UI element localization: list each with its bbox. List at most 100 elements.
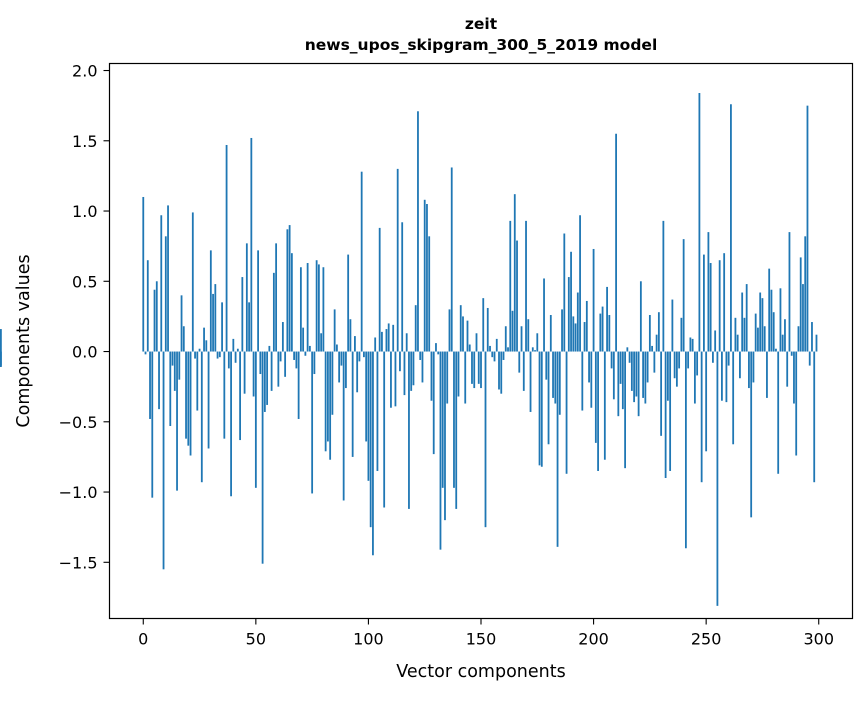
- bar-component-222: [642, 351, 645, 398]
- bar-component-11: [167, 205, 169, 352]
- bar-component-252: [709, 263, 712, 352]
- bar-component-98: [363, 351, 365, 358]
- bar-component-183: [554, 351, 557, 404]
- bar-component-47: [248, 302, 250, 352]
- bar-component-189: [567, 277, 570, 352]
- bar-component-245: [693, 351, 696, 404]
- bar-component-212: [619, 351, 622, 384]
- bar-component-15: [176, 351, 178, 491]
- bar-component-170: [525, 220, 527, 352]
- bar-component-78: [317, 264, 320, 352]
- bar-component-154: [489, 345, 491, 352]
- bar-component-134: [444, 351, 446, 521]
- bar-component-240: [682, 239, 685, 352]
- bar-component-54: [263, 351, 266, 412]
- bar-component-7: [158, 351, 160, 410]
- bar-component-139: [455, 351, 458, 509]
- bar-component-243: [689, 337, 692, 352]
- bar-component-211: [617, 351, 620, 417]
- x-tick-label-0: 0: [138, 630, 148, 649]
- bar-component-286: [786, 351, 789, 387]
- bar-component-205: [603, 351, 606, 460]
- bar-component-56: [268, 345, 271, 352]
- bar-component-39: [230, 351, 232, 497]
- bar-component-111: [392, 324, 395, 352]
- plot-frame: [108, 62, 854, 620]
- bar-component-118: [408, 351, 410, 509]
- bar-component-undefined: [0, 351, 2, 367]
- bar-component-232: [664, 351, 667, 478]
- bar-component-295: [806, 105, 809, 352]
- bar-component-31: [212, 293, 214, 352]
- bar-component-52: [259, 351, 262, 375]
- bar-component-28: [205, 340, 208, 352]
- bar-component-174: [534, 350, 536, 352]
- bar-component-283: [779, 288, 782, 352]
- bar-component-275: [761, 298, 764, 352]
- bar-component-26: [200, 351, 203, 483]
- bar-component-101: [369, 351, 372, 528]
- bar-component-155: [491, 351, 494, 358]
- bar-component-186: [561, 309, 563, 352]
- bar-component-226: [651, 345, 654, 352]
- bar-component-203: [599, 313, 602, 352]
- bar-component-221: [639, 281, 642, 352]
- bar-component-161: [504, 326, 507, 352]
- bar-component-61: [279, 351, 282, 362]
- bar-component-257: [721, 351, 723, 401]
- bar-component-130: [435, 343, 437, 352]
- bar-component-230: [660, 351, 663, 436]
- bar-component-68: [295, 351, 298, 369]
- bar-component-193: [576, 292, 579, 352]
- bar-component-288: [790, 351, 793, 356]
- bar-component-299: [815, 334, 818, 352]
- bar-component-168: [520, 326, 523, 352]
- bar-component-254: [714, 330, 717, 352]
- bar-component-79: [320, 333, 323, 352]
- bar-component-63: [284, 351, 287, 377]
- y-tick-label--0.5: −0.5: [59, 413, 98, 432]
- bar-component-141: [459, 305, 462, 352]
- y-tick-label-1.5: 1.5: [72, 132, 97, 151]
- bar-component-86: [336, 344, 338, 352]
- bar-component-94: [354, 336, 356, 352]
- bar-component-104: [376, 351, 379, 471]
- bar-component-89: [342, 351, 345, 501]
- bar-component-50: [254, 351, 257, 488]
- bar-component-13: [171, 351, 174, 366]
- bar-component-73: [306, 263, 309, 352]
- bar-component-188: [565, 351, 568, 474]
- bar-component-110: [390, 351, 392, 408]
- bar-component-20: [187, 351, 190, 446]
- bar-component-125: [423, 199, 426, 352]
- bar-component-218: [633, 351, 635, 403]
- bar-component-171: [527, 319, 530, 352]
- bar-component-204: [601, 306, 604, 352]
- bar-component-35: [221, 302, 223, 352]
- bar-component-274: [759, 292, 762, 352]
- bar-component-267: [743, 317, 746, 352]
- bar-component-152: [484, 351, 487, 528]
- bar-component-74: [308, 345, 311, 352]
- bar-component-46: [245, 243, 248, 352]
- bar-component-192: [574, 323, 577, 352]
- bar-component-292: [799, 257, 802, 352]
- bar-component-33: [216, 351, 219, 359]
- bar-component-246: [696, 351, 699, 376]
- bar-component-30: [209, 250, 212, 352]
- bar-component-99: [365, 351, 368, 442]
- bar-component-71: [302, 327, 305, 352]
- bar-component-176: [538, 351, 541, 466]
- bar-component-261: [730, 104, 732, 352]
- y-tick-label-0: 0.0: [72, 343, 97, 362]
- bar-component-127: [428, 236, 431, 352]
- bar-component-239: [680, 317, 683, 352]
- bar-component-124: [421, 351, 424, 383]
- bar-component-166: [516, 240, 518, 352]
- bar-component-262: [732, 351, 735, 445]
- bar-component-72: [304, 351, 307, 356]
- bar-component-2: [146, 260, 149, 352]
- bar-component-181: [549, 315, 552, 352]
- bar-component-250: [705, 351, 708, 452]
